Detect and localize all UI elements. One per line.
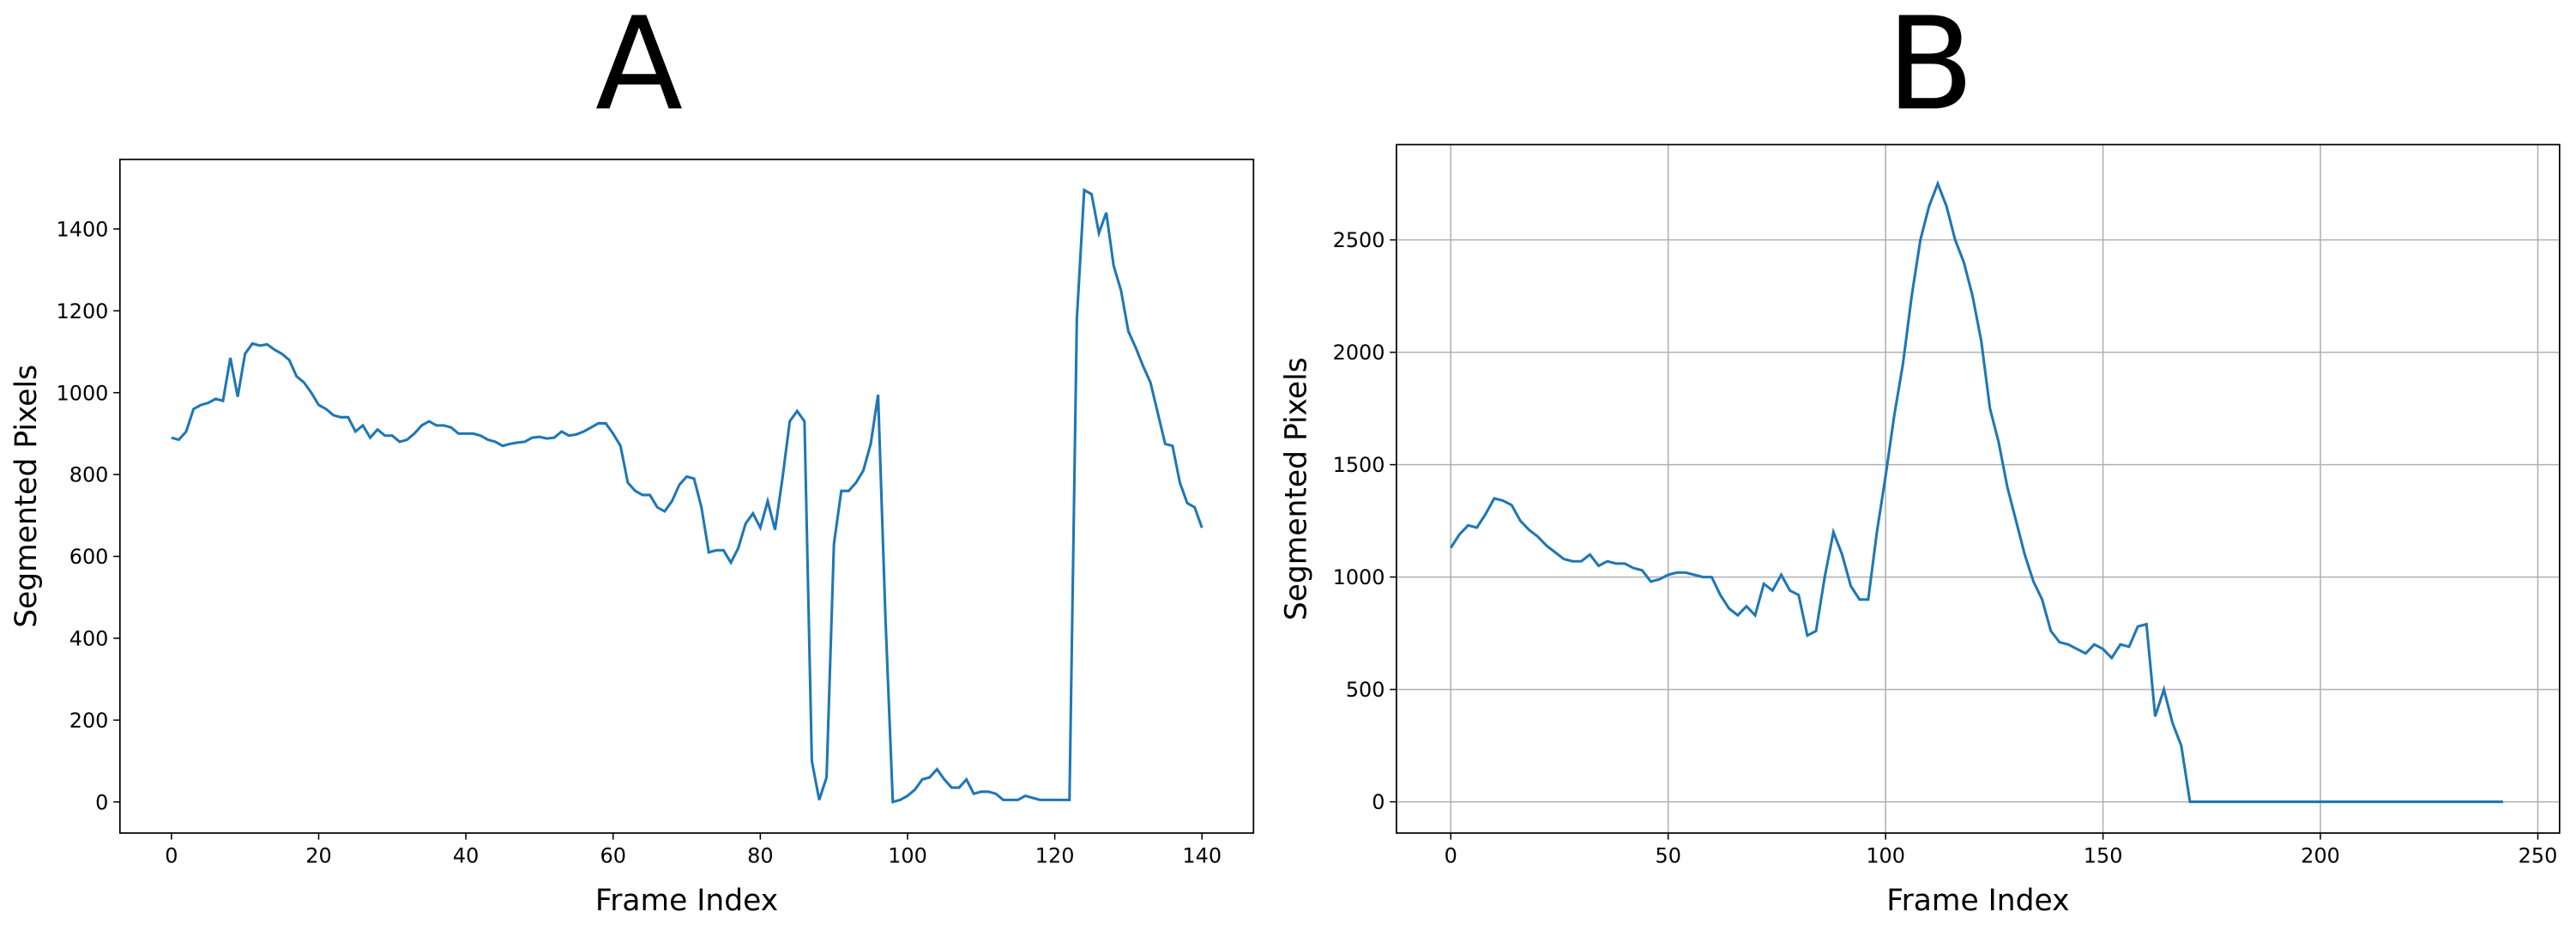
y-tick-label: 600: [69, 545, 109, 569]
plot-frame: [1396, 143, 2561, 834]
plot-frame: [118, 158, 1255, 834]
x-tick-label: 100: [1866, 843, 1905, 867]
y-tick-label: 0: [95, 790, 108, 814]
x-tick-label: 100: [888, 843, 927, 867]
y-axis-label: Segmented Pixels: [1280, 357, 1314, 620]
y-tick-label: 0: [1372, 790, 1385, 814]
x-tick-label: 50: [1655, 843, 1680, 867]
x-axis-label: Frame Index: [595, 884, 778, 918]
x-tick-label: 150: [2084, 843, 2123, 867]
y-tick-label: 200: [69, 709, 109, 733]
y-axis-label: Segmented Pixels: [9, 365, 44, 628]
x-tick-label: 140: [1182, 843, 1222, 867]
x-tick-label: 200: [2301, 843, 2340, 867]
x-tick-label: 0: [1445, 843, 1457, 867]
x-axis-label: Frame Index: [1886, 884, 2069, 918]
y-tick-label: 400: [69, 627, 109, 651]
x-tick-label: 20: [305, 843, 331, 867]
y-tick-label: 1400: [57, 217, 109, 241]
y-tick-label: 1000: [1333, 565, 1385, 589]
x-tick-label: 60: [600, 843, 626, 867]
y-tick-label: 2000: [1333, 341, 1385, 365]
y-tick-label: 1500: [1333, 453, 1385, 477]
chart-title: B: [1886, 0, 1974, 139]
x-tick-label: 0: [165, 843, 178, 867]
x-tick-label: 250: [2519, 843, 2558, 867]
x-tick-label: 80: [747, 843, 773, 867]
x-tick-label: 120: [1035, 843, 1075, 867]
x-tick-label: 40: [453, 843, 479, 867]
y-tick-label: 800: [69, 463, 109, 487]
y-tick-label: 500: [1346, 678, 1385, 702]
chart-title: A: [595, 0, 683, 139]
y-tick-label: 1200: [57, 299, 109, 323]
data-line: [171, 188, 1204, 804]
y-tick-label: 1000: [57, 381, 109, 405]
y-tick-label: 2500: [1333, 228, 1385, 252]
data-line: [1449, 179, 2503, 804]
